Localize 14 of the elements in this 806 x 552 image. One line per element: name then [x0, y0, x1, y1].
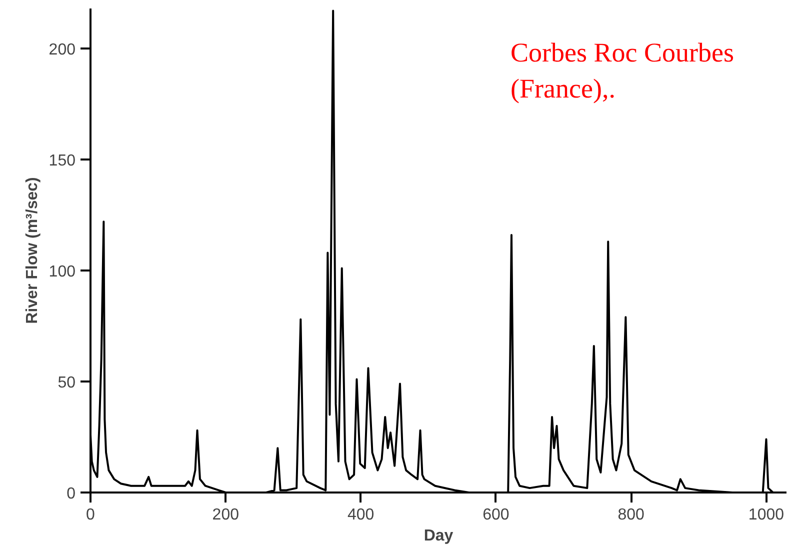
y-tick-label: 150 — [48, 152, 76, 170]
y-tick-label: 50 — [58, 374, 76, 392]
y-axis-title: River Flow (m³/sec) — [24, 177, 41, 324]
y-tick-label: 200 — [48, 41, 76, 58]
y-tick-label: 0 — [66, 486, 76, 502]
x-axis-title: Day — [424, 528, 454, 544]
x-tick-label: 600 — [482, 506, 510, 524]
annotation: Corbes Roc Courbes (France),. — [510, 38, 734, 104]
x-tick-label: 0 — [86, 506, 96, 524]
x-tick-label: 200 — [212, 506, 240, 524]
y-tick-label: 100 — [48, 263, 76, 280]
x-tick-label: 800 — [618, 506, 645, 524]
x-tick-label: 1000 — [748, 506, 784, 524]
x-tick-label: 400 — [347, 506, 374, 524]
